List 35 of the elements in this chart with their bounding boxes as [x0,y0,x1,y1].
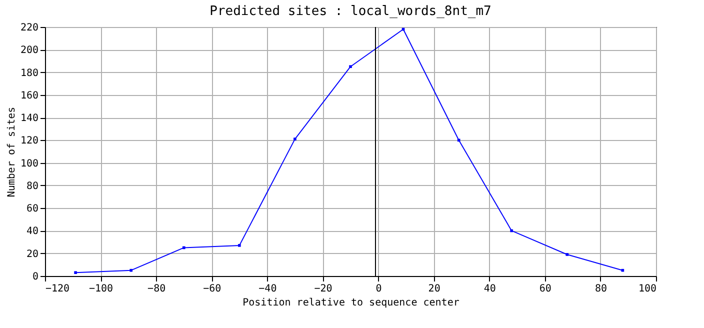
x-tick-label: 40 [484,284,496,294]
x-tick-label: −40 [258,284,277,294]
chart-title: Predicted sites : local_words_8nt_m7 [210,4,492,19]
x-tick-label: −80 [148,284,166,294]
x-tick-label: −120 [46,284,70,294]
y-tick-label: 220 [20,22,38,34]
y-tick-label: 80 [26,180,38,192]
x-tick-label: −20 [314,284,332,294]
x-tick-label: 100 [638,284,656,294]
y-tick-label: 40 [26,226,38,238]
x-tick-label: −100 [89,284,114,294]
point [621,268,624,272]
x-tick-label: 0 [376,284,382,294]
point [74,271,77,274]
point [510,229,513,232]
point [130,268,133,272]
x-tick-label: 80 [594,284,607,294]
y-tick-label: 180 [20,68,38,79]
y-tick-label: 120 [20,136,38,147]
y-tick-label: 0 [32,272,38,282]
y-tick-label: 200 [20,45,38,56]
y-tick-label: 160 [20,90,38,102]
x-tick-label: 60 [539,284,552,294]
y-tick-label: 20 [26,248,38,260]
line-series [74,28,624,274]
x-tick-label: 20 [428,284,440,294]
y-tick-label: 100 [20,158,38,170]
point [182,246,186,250]
y-tick-label: 140 [20,113,38,124]
point [566,253,569,256]
y-tick-label: 60 [26,204,38,215]
y-axis-title: Number of sites [6,106,18,198]
x-tick-label: −60 [203,284,222,294]
point [349,65,352,68]
x-axis-title: Position relative to sequence center [242,298,460,308]
